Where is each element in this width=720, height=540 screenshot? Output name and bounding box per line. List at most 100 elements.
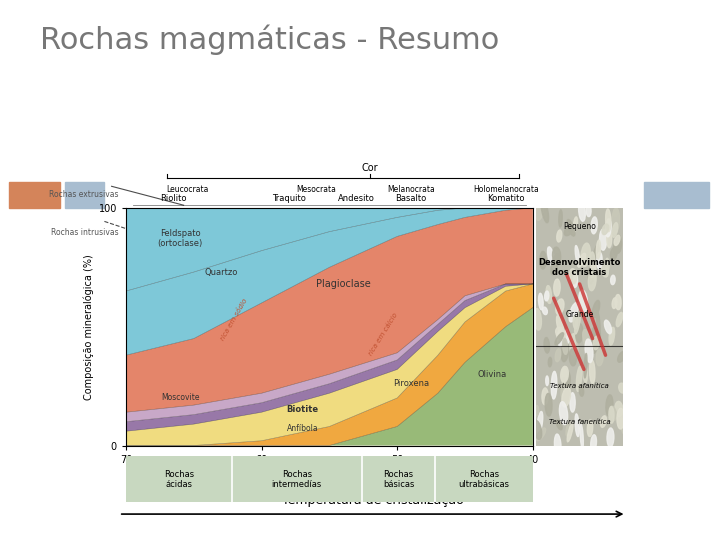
Ellipse shape bbox=[547, 247, 555, 268]
Ellipse shape bbox=[588, 420, 593, 436]
Ellipse shape bbox=[615, 401, 623, 416]
Ellipse shape bbox=[546, 376, 549, 386]
Ellipse shape bbox=[614, 235, 620, 246]
Text: rica em cálcio: rica em cálcio bbox=[368, 312, 399, 356]
Ellipse shape bbox=[535, 406, 539, 416]
Ellipse shape bbox=[606, 395, 613, 416]
Ellipse shape bbox=[576, 323, 583, 343]
Ellipse shape bbox=[600, 229, 607, 250]
Ellipse shape bbox=[539, 293, 543, 310]
Ellipse shape bbox=[584, 354, 587, 378]
Ellipse shape bbox=[617, 408, 624, 429]
Ellipse shape bbox=[597, 252, 602, 269]
Ellipse shape bbox=[580, 386, 584, 396]
Text: Sienito: Sienito bbox=[274, 232, 303, 241]
Ellipse shape bbox=[545, 394, 552, 416]
Ellipse shape bbox=[570, 334, 576, 355]
Text: Plagioclase: Plagioclase bbox=[315, 279, 370, 289]
Ellipse shape bbox=[621, 418, 624, 434]
Text: Temperatura de cristalização: Temperatura de cristalização bbox=[282, 494, 464, 507]
Ellipse shape bbox=[537, 411, 543, 434]
Ellipse shape bbox=[618, 352, 626, 362]
Ellipse shape bbox=[607, 228, 612, 248]
Ellipse shape bbox=[579, 290, 588, 312]
Text: Quartzo: Quartzo bbox=[204, 267, 238, 276]
Ellipse shape bbox=[596, 311, 600, 334]
Text: Leucocrata: Leucocrata bbox=[166, 185, 208, 194]
Ellipse shape bbox=[590, 360, 595, 383]
Text: Textura fanerítica: Textura fanerítica bbox=[549, 418, 611, 425]
Ellipse shape bbox=[575, 312, 580, 334]
Ellipse shape bbox=[575, 308, 582, 318]
Ellipse shape bbox=[591, 245, 598, 266]
Ellipse shape bbox=[611, 208, 619, 234]
Polygon shape bbox=[126, 284, 533, 431]
Bar bbox=[644, 182, 709, 208]
Ellipse shape bbox=[588, 267, 593, 284]
Ellipse shape bbox=[552, 247, 561, 265]
Ellipse shape bbox=[544, 338, 549, 353]
Ellipse shape bbox=[612, 222, 618, 238]
Text: Gabro: Gabro bbox=[384, 232, 410, 241]
Ellipse shape bbox=[536, 201, 544, 220]
Bar bbox=[9, 182, 60, 208]
Ellipse shape bbox=[582, 329, 590, 349]
Text: Riolito: Riolito bbox=[161, 194, 186, 202]
Text: Moscovite: Moscovite bbox=[161, 394, 199, 402]
Ellipse shape bbox=[601, 265, 608, 277]
Ellipse shape bbox=[596, 349, 603, 366]
Polygon shape bbox=[126, 208, 533, 355]
Text: Rochas
básicas: Rochas básicas bbox=[383, 470, 414, 489]
Ellipse shape bbox=[559, 402, 567, 424]
Ellipse shape bbox=[576, 366, 582, 391]
Text: Diorito: Diorito bbox=[336, 232, 364, 241]
Polygon shape bbox=[126, 208, 533, 412]
Ellipse shape bbox=[618, 383, 626, 393]
Ellipse shape bbox=[611, 247, 617, 260]
Ellipse shape bbox=[557, 230, 562, 242]
Text: Granito: Granito bbox=[178, 232, 210, 241]
Ellipse shape bbox=[604, 320, 611, 334]
Polygon shape bbox=[126, 284, 533, 446]
Ellipse shape bbox=[593, 336, 599, 349]
Ellipse shape bbox=[613, 208, 617, 217]
Text: Feldspato
(ortoclase): Feldspato (ortoclase) bbox=[158, 229, 203, 248]
Ellipse shape bbox=[567, 423, 573, 442]
Ellipse shape bbox=[592, 327, 597, 341]
Ellipse shape bbox=[600, 416, 606, 427]
Ellipse shape bbox=[581, 243, 590, 267]
Ellipse shape bbox=[548, 357, 552, 367]
Ellipse shape bbox=[613, 243, 618, 254]
Ellipse shape bbox=[554, 279, 560, 296]
Ellipse shape bbox=[590, 261, 596, 278]
Ellipse shape bbox=[557, 420, 562, 430]
Ellipse shape bbox=[557, 329, 563, 346]
Polygon shape bbox=[126, 284, 533, 422]
Text: Komatito: Komatito bbox=[487, 194, 524, 202]
Ellipse shape bbox=[563, 371, 570, 389]
X-axis label: Percentagem
de sílica: Percentagem de sílica bbox=[290, 467, 369, 489]
Ellipse shape bbox=[616, 313, 623, 327]
Text: Rochas intrusivas: Rochas intrusivas bbox=[51, 228, 119, 237]
Ellipse shape bbox=[590, 252, 595, 271]
Ellipse shape bbox=[592, 300, 600, 318]
Text: Textura afanítica: Textura afanítica bbox=[550, 383, 609, 389]
Ellipse shape bbox=[573, 274, 577, 287]
Ellipse shape bbox=[561, 377, 565, 397]
Ellipse shape bbox=[594, 328, 600, 343]
Text: Rochas
ácidas: Rochas ácidas bbox=[164, 470, 194, 489]
Ellipse shape bbox=[570, 393, 575, 412]
Ellipse shape bbox=[564, 225, 573, 236]
Text: Rochas extrusivas: Rochas extrusivas bbox=[49, 190, 119, 199]
Text: Traquito: Traquito bbox=[271, 194, 306, 202]
Ellipse shape bbox=[615, 235, 621, 253]
Text: Olivina: Olivina bbox=[477, 370, 507, 379]
Text: Anfíbola: Anfíbola bbox=[287, 424, 318, 434]
Ellipse shape bbox=[557, 315, 564, 337]
Ellipse shape bbox=[562, 338, 567, 354]
Ellipse shape bbox=[555, 333, 564, 345]
Ellipse shape bbox=[570, 349, 577, 366]
Text: Mesocrata: Mesocrata bbox=[296, 185, 336, 194]
Text: Holomelanocrata: Holomelanocrata bbox=[473, 185, 539, 194]
Ellipse shape bbox=[546, 286, 552, 303]
